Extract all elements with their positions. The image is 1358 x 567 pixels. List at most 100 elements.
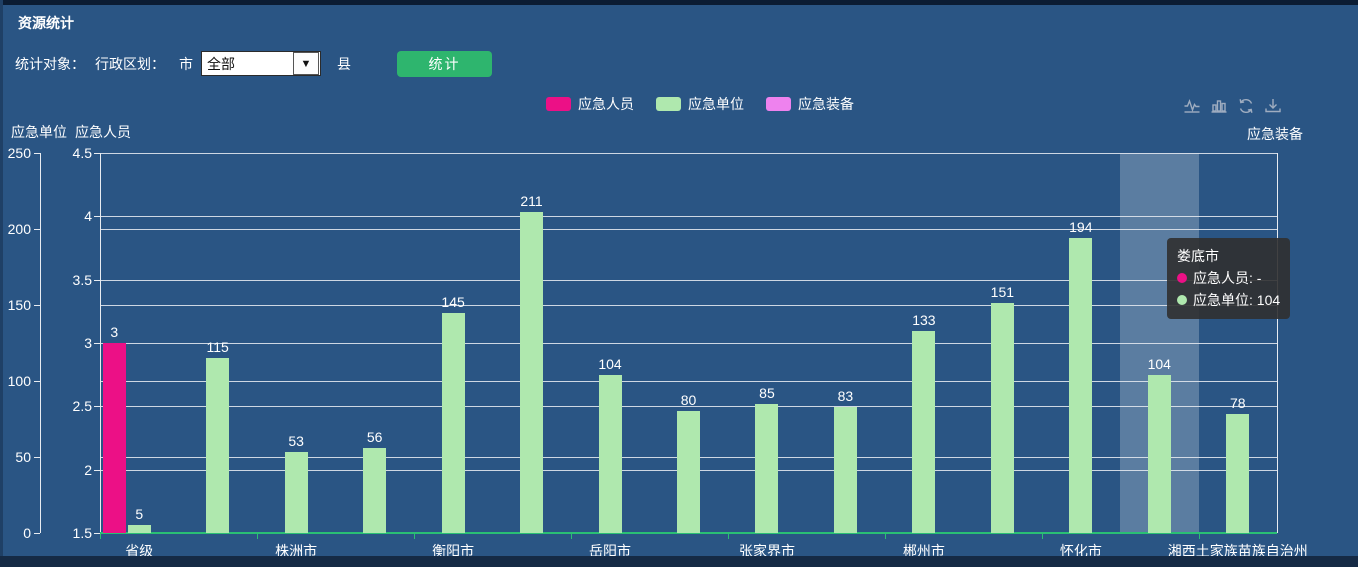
green-dot-icon [1177, 295, 1187, 305]
unit-axis-tick-label: 50 [15, 449, 31, 465]
bar-应急单位-长沙市[interactable] [206, 358, 230, 533]
gridline [100, 280, 1277, 281]
bar-value-label: 211 [520, 193, 543, 210]
bar-value-label: 133 [912, 311, 936, 328]
person-axis-tick-label: 3.5 [72, 272, 92, 288]
bar-value-label: 78 [1229, 395, 1246, 412]
download-icon[interactable] [1264, 97, 1282, 115]
unit-axis-tick-label: 200 [7, 221, 31, 237]
right-axis-name: 应急装备 [1247, 126, 1303, 142]
unit-axis-tick [34, 457, 40, 458]
unit-axis-tick-label: 100 [7, 373, 31, 389]
bar-应急单位-娄底市[interactable] [1147, 374, 1171, 533]
legend-swatch-pink [546, 97, 571, 111]
unit-axis-tick-label: 150 [7, 297, 31, 313]
tooltip-row: 应急人员: - [1177, 267, 1280, 289]
bar-应急单位-湘潭市[interactable] [363, 447, 387, 533]
bar-应急单位-衡阳市[interactable] [441, 312, 465, 533]
tooltip-row: 应急单位: 104 [1177, 289, 1280, 311]
gridline [100, 343, 1277, 344]
bar-value-label: 115 [206, 339, 229, 356]
legend-item-emergency-unit[interactable]: 应急单位 [656, 94, 744, 114]
gridline [100, 229, 1277, 230]
bar-value-label: 3 [110, 324, 119, 340]
x-axis-category-label: 株洲市 [275, 543, 318, 559]
unit-axis-tick [34, 305, 40, 306]
bar-应急单位-怀化市[interactable] [1069, 238, 1093, 533]
x-axis-tick [1199, 534, 1200, 539]
bar-value-label: 80 [680, 392, 697, 409]
person-axis-tick-label: 4.5 [72, 145, 92, 161]
x-axis-category-label: 怀化市 [1059, 543, 1102, 559]
x-axis-category-label: 衡阳市 [432, 543, 475, 559]
unit-axis-tick [34, 381, 40, 382]
x-axis-tick [571, 534, 572, 539]
bar-value-label: 145 [441, 293, 465, 310]
bar-value-label: 194 [1069, 219, 1093, 236]
bar-value-label: 53 [288, 433, 304, 450]
stat-object-label: 统计对象： [15, 55, 85, 72]
bar-应急单位-常德市[interactable] [677, 411, 700, 533]
chart-toolbox [1183, 97, 1282, 115]
bar-应急单位-张家界市[interactable] [755, 403, 779, 533]
legend-label: 应急单位 [688, 96, 744, 112]
x-axis-category-label: 郴州市 [902, 543, 945, 559]
top-border [0, 0, 1358, 5]
bar-value-label: 85 [759, 384, 775, 401]
bar-value-label: 5 [135, 506, 144, 523]
chevron-down-icon[interactable]: ▼ [293, 52, 319, 75]
x-axis-tick [885, 534, 886, 539]
bar-应急单位-株洲市[interactable] [284, 452, 308, 533]
person-axis-tick [94, 280, 100, 281]
x-axis-tick [1042, 534, 1043, 539]
bar-value-label: 151 [990, 284, 1015, 301]
bar-应急单位-岳阳市[interactable] [598, 374, 622, 533]
bar-value-label: 104 [1147, 355, 1171, 372]
unit-axis-tick-label: 250 [7, 145, 31, 161]
page-title: 资源统计 [18, 15, 74, 31]
legend-swatch-violet [766, 97, 791, 111]
gridline [100, 406, 1277, 407]
filter-row: 统计对象： 行政区划： 市 全部 ▼ 县 统计 [15, 50, 492, 77]
bar-应急单位-湘西土家族苗族自治州[interactable] [1226, 414, 1250, 533]
bar-应急单位-永州市[interactable] [990, 303, 1014, 533]
line-chart-icon[interactable] [1183, 97, 1201, 115]
person-axis-tick [94, 406, 100, 407]
x-axis-category-label: 岳阳市 [589, 543, 632, 559]
equip-axis-line [1277, 153, 1278, 533]
x-axis-line [100, 532, 1277, 534]
gridline [100, 305, 1277, 306]
county-label: 县 [337, 55, 351, 72]
bar-chart-icon[interactable] [1210, 97, 1228, 115]
person-axis-tick [94, 153, 100, 154]
city-label: 市 [179, 55, 193, 72]
legend-item-emergency-equipment[interactable]: 应急装备 [766, 94, 854, 114]
x-axis-category-label: 省级 [125, 543, 154, 559]
bar-应急单位-省级[interactable] [127, 525, 151, 533]
bar-应急单位-邵阳市[interactable] [520, 212, 544, 533]
statistics-button[interactable]: 统计 [397, 50, 492, 77]
person-axis-tick [94, 343, 100, 344]
legend-label: 应急装备 [798, 96, 854, 112]
admin-division-label: 行政区划： [95, 55, 165, 72]
x-axis-tick [257, 534, 258, 539]
person-axis-tick-label: 2.5 [72, 398, 92, 414]
unit-axis-tick-label: 0 [23, 525, 31, 541]
bar-应急人员-省级[interactable] [102, 343, 126, 533]
city-select[interactable]: 全部 ▼ [201, 51, 321, 76]
x-axis-tick [100, 534, 101, 539]
legend-item-emergency-personnel[interactable]: 应急人员 [546, 94, 634, 114]
unit-axis-tick [34, 533, 40, 534]
legend-label: 应急人员 [578, 96, 634, 112]
x-axis-tick [414, 534, 415, 539]
bar-应急单位-益阳市[interactable] [833, 406, 857, 533]
person-axis-tick [94, 533, 100, 534]
unit-axis-tick [34, 229, 40, 230]
unit-axis-line [40, 153, 41, 533]
bar-value-label: 83 [837, 387, 854, 404]
bar-应急单位-郴州市[interactable] [912, 330, 936, 533]
refresh-icon[interactable] [1237, 97, 1255, 115]
left-inner-axis-name: 应急人员 [75, 124, 131, 140]
unit-axis-tick [34, 153, 40, 154]
left-border [0, 0, 3, 567]
